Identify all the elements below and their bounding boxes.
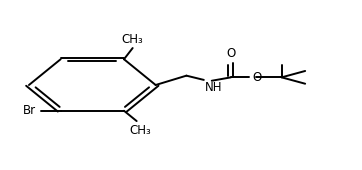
Text: O: O xyxy=(226,47,236,60)
Text: NH: NH xyxy=(205,81,222,94)
Text: CH₃: CH₃ xyxy=(129,124,151,137)
Text: Br: Br xyxy=(23,104,36,117)
Text: CH₃: CH₃ xyxy=(122,32,143,46)
Text: O: O xyxy=(252,71,261,84)
